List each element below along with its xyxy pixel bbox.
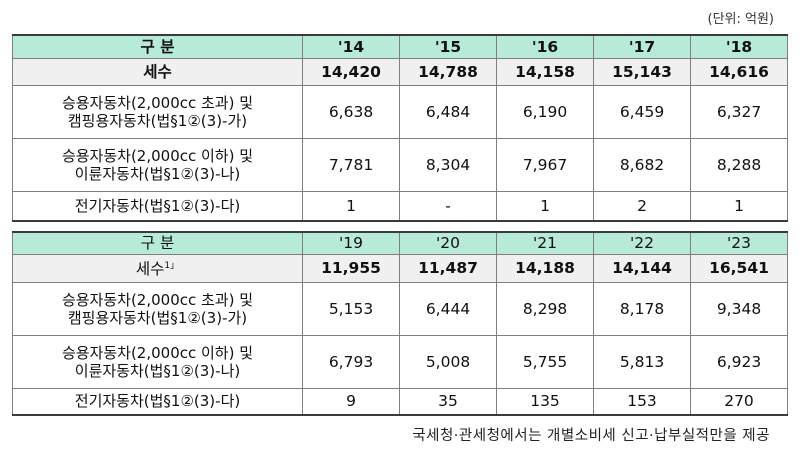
row-label: 승용자동차(2,000cc 이하) 및 이륜자동차(법§1②(3)-나) (12, 334, 303, 389)
table-cell: 6,923 (690, 334, 788, 389)
row-label-line: 승용자동차(2,000cc 초과) 및 (61, 93, 254, 112)
year-header: '23 (690, 231, 788, 255)
year-header: '20 (399, 231, 497, 255)
total-row: 세수 14,420 14,788 14,158 15,143 14,616 (12, 57, 788, 86)
row-label: 승용자동차(2,000cc 초과) 및 캠핑용자동차(법§1②(3)-가) (12, 84, 303, 139)
table-cell: 9,348 (690, 281, 788, 336)
table-cell: 15,143 (593, 57, 691, 86)
table-cell: 6,793 (302, 334, 400, 389)
table-cell: 6,327 (690, 84, 788, 139)
table-cell: 5,755 (496, 334, 594, 389)
total-label: 세수 (12, 57, 303, 86)
table-cell: 5,153 (302, 281, 400, 336)
unit-label: (단위: 억원) (707, 12, 775, 27)
table-cell: 11,955 (302, 253, 400, 283)
year-header: '18 (690, 34, 788, 59)
table-row: 승용자동차(2,000cc 이하) 및 이륜자동차(법§1②(3)-나) 7,7… (12, 137, 788, 192)
row-label: 전기자동차(법§1②(3)-다) (12, 387, 303, 416)
table-cell: 6,459 (593, 84, 691, 139)
row-label: 승용자동차(2,000cc 이하) 및 이륜자동차(법§1②(3)-나) (12, 137, 303, 192)
table-cell: 2 (593, 190, 691, 222)
table-cell: 14,158 (496, 57, 594, 86)
table-cell: 6,638 (302, 84, 400, 139)
table-cell: 8,178 (593, 281, 691, 336)
table-cell: 14,420 (302, 57, 400, 86)
table-cell: 5,008 (399, 334, 497, 389)
table-row: 승용자동차(2,000cc 초과) 및 캠핑용자동차(법§1②(3)-가) 6,… (12, 84, 788, 139)
row-label: 승용자동차(2,000cc 초과) 및 캠핑용자동차(법§1②(3)-가) (12, 281, 303, 336)
table-row: 전기자동차(법§1②(3)-다) 9 35 135 153 270 (12, 387, 788, 416)
table-cell: 7,967 (496, 137, 594, 192)
row-label-line: 캠핑용자동차(법§1②(3)-가) (67, 111, 248, 130)
total-label: 세수1」 (12, 253, 303, 283)
table-cell: 135 (496, 387, 594, 416)
source-note: 국세청·관세청에서는 개별소비세 신고·납부실적만을 제공 (412, 428, 770, 444)
row-label-line: 승용자동차(2,000cc 초과) 및 (61, 290, 254, 309)
table-cell: 1 (496, 190, 594, 222)
table-cell: 8,682 (593, 137, 691, 192)
table-cell: 16,541 (690, 253, 788, 283)
header-label: 구 분 (12, 34, 303, 59)
row-label: 전기자동차(법§1②(3)-다) (12, 190, 303, 222)
table-cell: 6,444 (399, 281, 497, 336)
tax-revenue-table-2019-2023: 구 분 '19 '20 '21 '22 '23 세수1」 11,955 11,4… (12, 231, 788, 416)
header-label: 구 분 (12, 231, 303, 255)
year-header: '16 (496, 34, 594, 59)
table-row: 전기자동차(법§1②(3)-다) 1 - 1 2 1 (12, 190, 788, 222)
table-cell: 6,190 (496, 84, 594, 139)
table-cell: 1 (690, 190, 788, 222)
year-header: '19 (302, 231, 400, 255)
table-cell: - (399, 190, 497, 222)
table-header-row: 구 분 '14 '15 '16 '17 '18 (12, 34, 788, 59)
table-cell: 270 (690, 387, 788, 416)
row-label-line: 승용자동차(2,000cc 이하) 및 (61, 343, 254, 362)
row-label-line: 승용자동차(2,000cc 이하) 및 (61, 146, 254, 165)
table-cell: 8,288 (690, 137, 788, 192)
footnote-marker: 1」 (164, 261, 180, 272)
table-cell: 9 (302, 387, 400, 416)
table-cell: 1 (302, 190, 400, 222)
year-header: '15 (399, 34, 497, 59)
year-header: '22 (593, 231, 691, 255)
year-header: '17 (593, 34, 691, 59)
table-cell: 7,781 (302, 137, 400, 192)
table-cell: 14,788 (399, 57, 497, 86)
table-cell: 8,304 (399, 137, 497, 192)
table-header-row: 구 분 '19 '20 '21 '22 '23 (12, 231, 788, 255)
table-cell: 14,144 (593, 253, 691, 283)
total-label-text: 세수 (135, 260, 165, 279)
table-cell: 11,487 (399, 253, 497, 283)
table-cell: 14,616 (690, 57, 788, 86)
row-label-line: 캠핑용자동차(법§1②(3)-가) (67, 308, 248, 327)
year-header: '14 (302, 34, 400, 59)
table-row: 승용자동차(2,000cc 이하) 및 이륜자동차(법§1②(3)-나) 6,7… (12, 334, 788, 389)
table-cell: 35 (399, 387, 497, 416)
table-row: 승용자동차(2,000cc 초과) 및 캠핑용자동차(법§1②(3)-가) 5,… (12, 281, 788, 336)
table-cell: 5,813 (593, 334, 691, 389)
tax-revenue-table-2014-2018: 구 분 '14 '15 '16 '17 '18 세수 14,420 14,788… (12, 34, 788, 222)
table-cell: 153 (593, 387, 691, 416)
row-label-line: 이륜자동차(법§1②(3)-나) (74, 164, 241, 183)
year-header: '21 (496, 231, 594, 255)
table-cell: 8,298 (496, 281, 594, 336)
table-cell: 6,484 (399, 84, 497, 139)
table-cell: 14,188 (496, 253, 594, 283)
total-row: 세수1」 11,955 11,487 14,188 14,144 16,541 (12, 253, 788, 283)
row-label-line: 이륜자동차(법§1②(3)-나) (74, 361, 241, 380)
